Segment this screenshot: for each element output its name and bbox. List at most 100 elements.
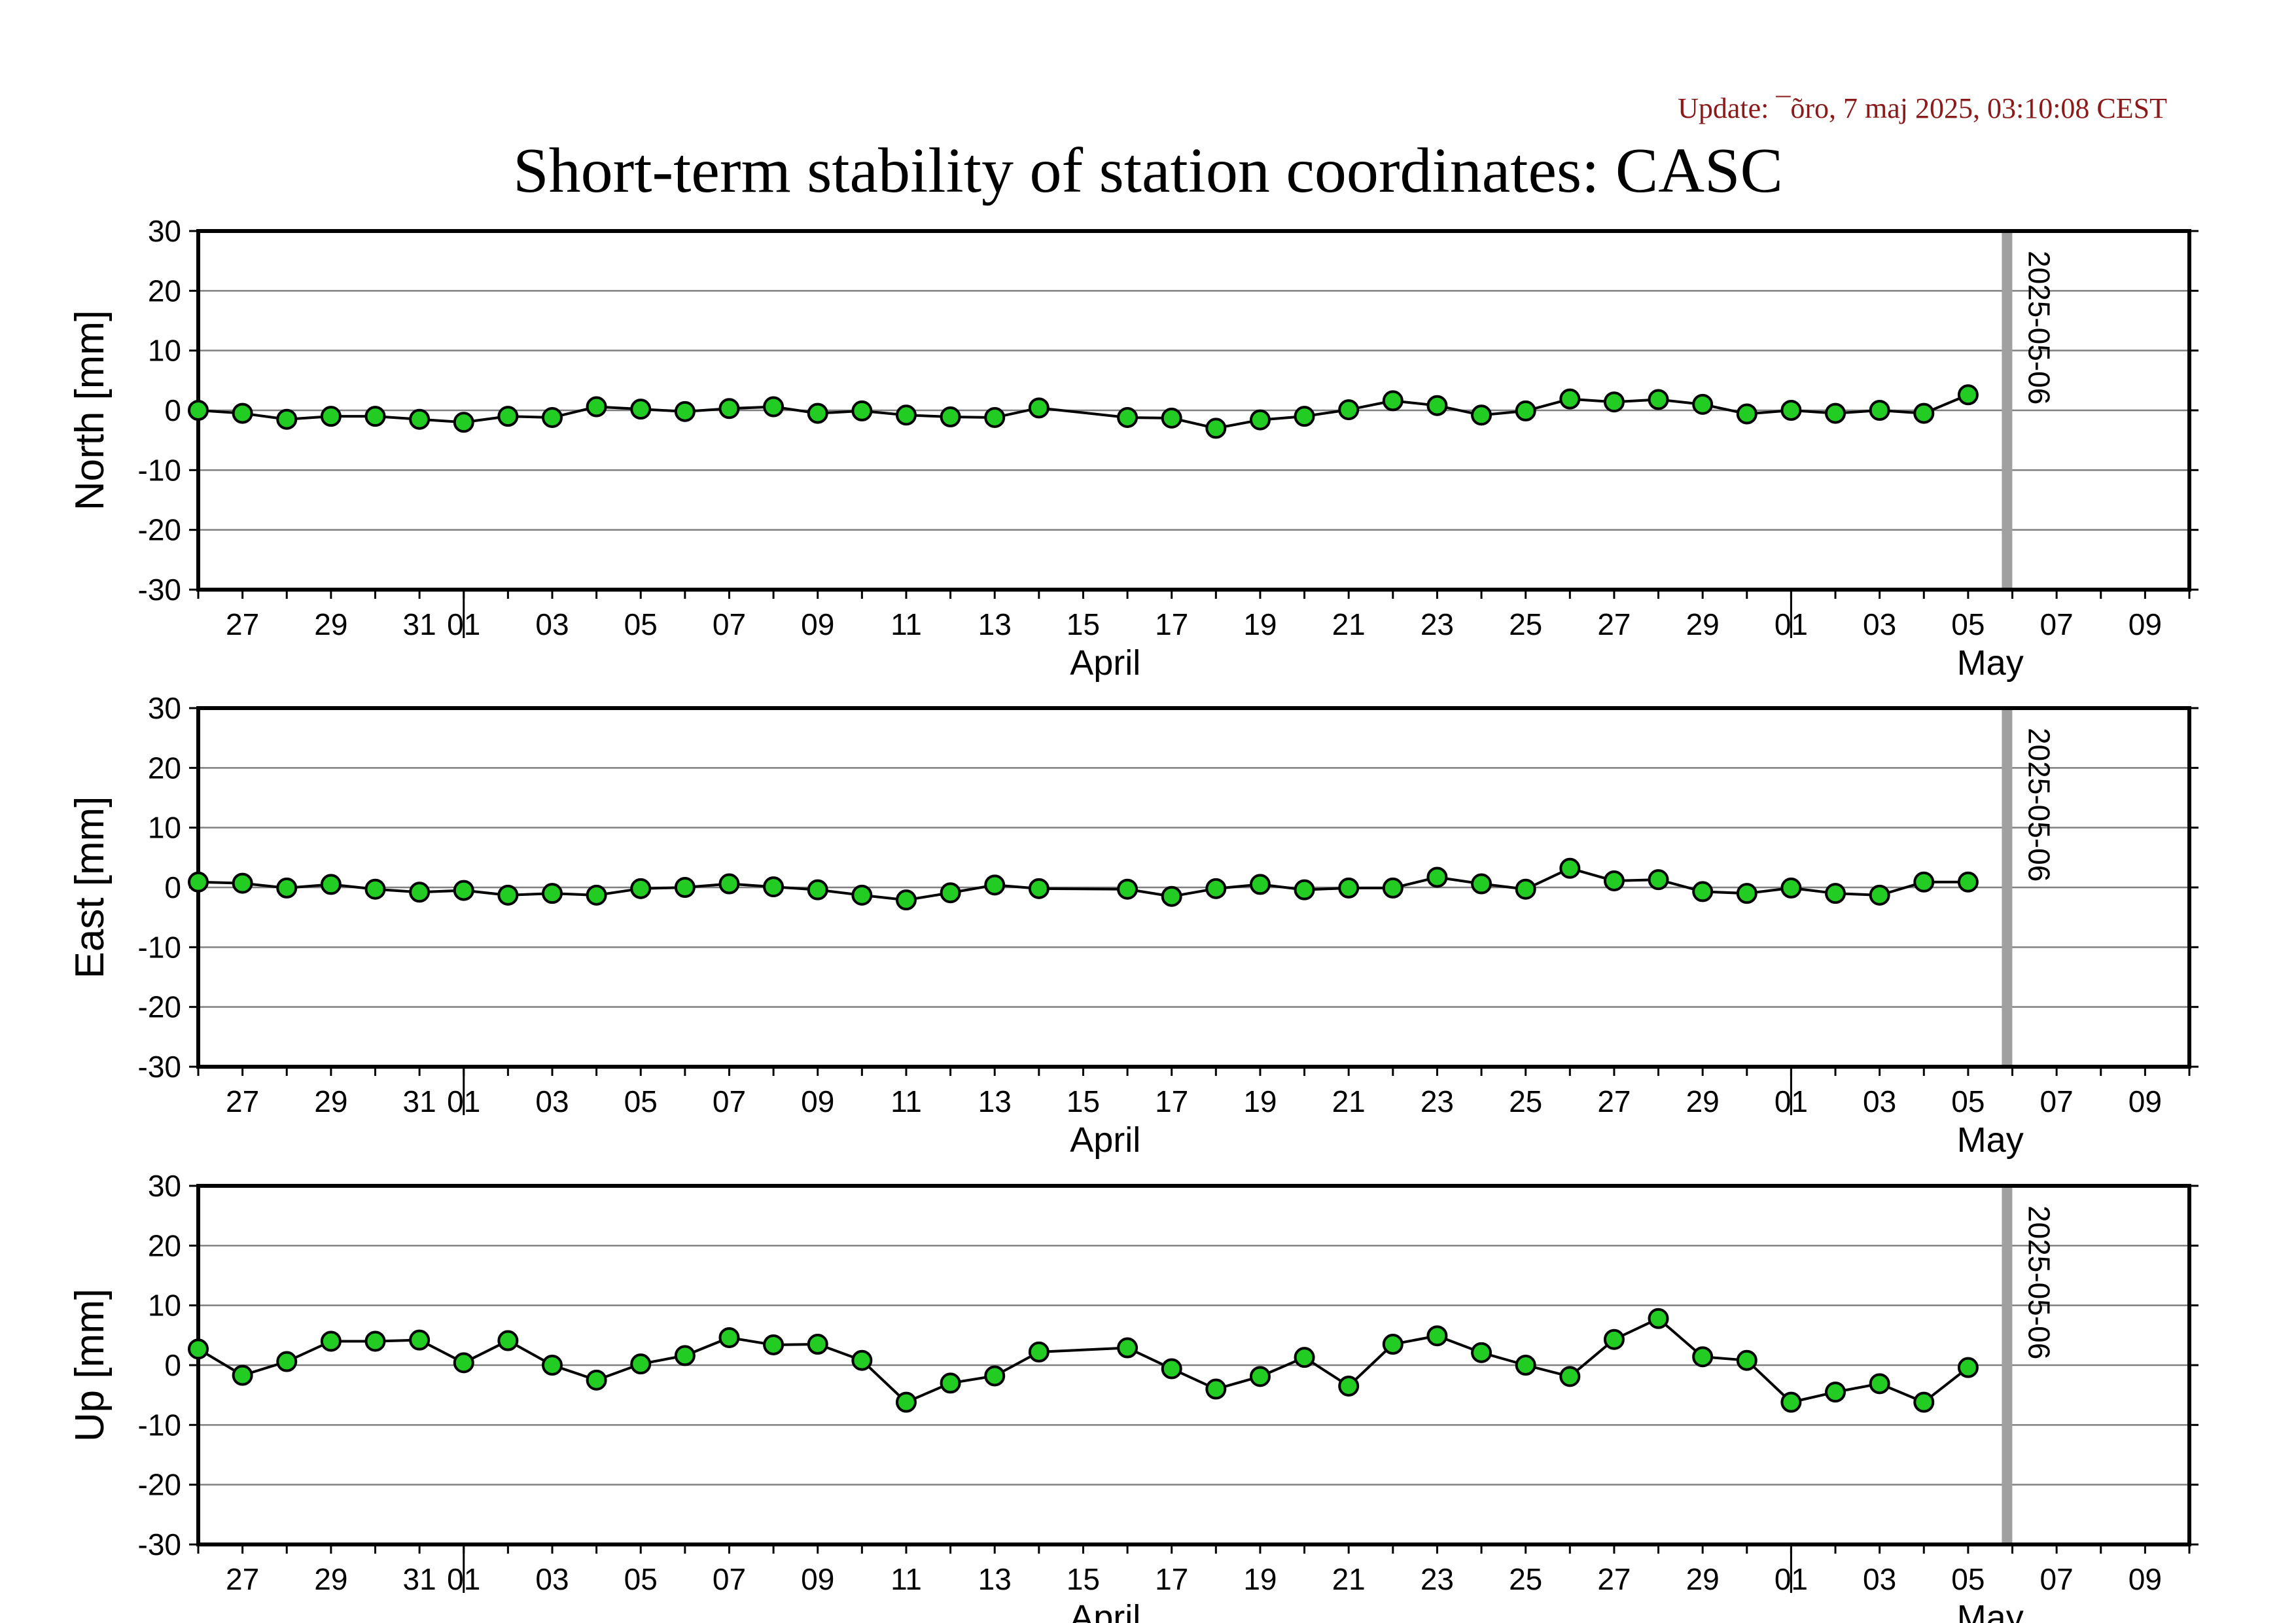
data-point — [541, 406, 563, 428]
x-tick-label: 07 — [2040, 607, 2074, 641]
data-point — [1249, 409, 1271, 431]
x-tick-label: 27 — [226, 1562, 259, 1596]
month-label: May — [1957, 643, 2024, 683]
y-tick-label: 20 — [148, 1228, 181, 1262]
x-tick-label: 11 — [891, 1084, 922, 1118]
data-point — [1515, 878, 1536, 900]
data-point — [1780, 877, 1802, 899]
data-point — [1471, 404, 1492, 426]
y-tick-label: 30 — [148, 1169, 181, 1203]
data-point — [1382, 390, 1404, 412]
data-point — [630, 1353, 652, 1375]
data-point — [232, 402, 253, 424]
x-tick-label: 23 — [1421, 1084, 1454, 1118]
data-point — [1648, 389, 1669, 410]
data-point — [1338, 877, 1360, 899]
data-point — [1028, 878, 1050, 899]
data-point — [1780, 1391, 1802, 1413]
data-point — [1117, 878, 1139, 900]
x-tick-label: 15 — [1067, 1562, 1100, 1596]
x-tick-label: 31 — [403, 607, 436, 641]
data-point — [453, 1352, 474, 1374]
data-point — [674, 1345, 696, 1366]
data-point — [1471, 873, 1492, 895]
data-point — [807, 879, 828, 901]
data-point — [1028, 1341, 1050, 1363]
data-point — [1161, 885, 1182, 907]
series-line — [197, 1317, 1969, 1404]
x-tick-label: 11 — [891, 607, 922, 641]
x-tick-label: 19 — [1243, 1562, 1277, 1596]
data-point — [497, 406, 519, 427]
x-tick-label: 07 — [713, 607, 746, 641]
x-tick-label: 25 — [1509, 1562, 1542, 1596]
data-point — [232, 872, 253, 894]
data-point — [1161, 407, 1182, 429]
x-tick-label: 07 — [2040, 1562, 2074, 1596]
data-point — [409, 882, 431, 903]
current-date-label: 2025-05-06 — [2022, 251, 2056, 404]
data-point — [1515, 1355, 1536, 1376]
x-tick-label: 15 — [1067, 1084, 1100, 1118]
data-point — [1205, 418, 1227, 439]
current-date-label: 2025-05-06 — [2022, 728, 2056, 882]
data-point — [1471, 1342, 1492, 1363]
data-point — [1736, 883, 1757, 904]
data-point — [851, 400, 873, 421]
x-tick-label: 29 — [314, 1562, 347, 1596]
data-point — [718, 1327, 740, 1348]
x-tick-label: 21 — [1332, 607, 1366, 641]
x-tick-label: 27 — [226, 607, 259, 641]
data-point — [763, 876, 785, 898]
x-tick-label: 09 — [2128, 1084, 2162, 1118]
data-point — [1869, 1373, 1890, 1395]
data-point — [497, 884, 519, 906]
data-point — [586, 396, 607, 418]
y-tick-label: 10 — [148, 811, 181, 845]
x-tick-label: 29 — [1686, 1562, 1720, 1596]
y-tick-label: -20 — [138, 990, 181, 1024]
data-point — [1603, 391, 1625, 413]
y-tick-label: -10 — [138, 453, 181, 487]
x-tick-label: 13 — [978, 607, 1012, 641]
y-tick-label: 0 — [164, 1348, 181, 1382]
data-point — [1161, 1358, 1182, 1380]
x-tick-label: 05 — [624, 607, 658, 641]
data-point — [674, 401, 696, 422]
y-tick-label: 20 — [148, 274, 181, 308]
data-point — [1338, 399, 1360, 421]
data-point — [1648, 1308, 1669, 1329]
y-tick-label: -20 — [138, 513, 181, 547]
data-point — [895, 889, 917, 911]
data-point — [1869, 884, 1890, 906]
data-point — [1382, 1334, 1404, 1355]
x-tick-label: 01 — [447, 1084, 480, 1118]
data-point — [188, 400, 209, 421]
data-point — [320, 406, 342, 427]
data-point — [1559, 857, 1581, 879]
x-tick-label: 17 — [1155, 1562, 1188, 1596]
x-tick-label: 15 — [1067, 607, 1100, 641]
y-tick-label: 10 — [148, 334, 181, 368]
data-point — [1205, 1378, 1227, 1400]
x-tick-label: 05 — [624, 1562, 658, 1596]
data-point — [188, 871, 209, 893]
x-tick-label: 29 — [1686, 1084, 1720, 1118]
x-tick-label: 03 — [1863, 1084, 1896, 1118]
data-point — [1825, 402, 1846, 424]
data-point — [409, 408, 431, 430]
data-point — [630, 878, 652, 899]
x-tick-label: 25 — [1509, 607, 1542, 641]
x-tick-label: 19 — [1243, 607, 1277, 641]
data-point — [1117, 1337, 1139, 1359]
data-point — [1692, 1346, 1714, 1368]
x-tick-label: 21 — [1332, 1084, 1366, 1118]
data-point — [1338, 1375, 1360, 1397]
data-point — [453, 880, 474, 901]
data-point — [763, 1334, 785, 1355]
data-point — [409, 1329, 431, 1351]
data-point — [188, 1338, 209, 1360]
month-label: May — [1957, 1598, 2024, 1623]
data-point — [586, 884, 607, 906]
